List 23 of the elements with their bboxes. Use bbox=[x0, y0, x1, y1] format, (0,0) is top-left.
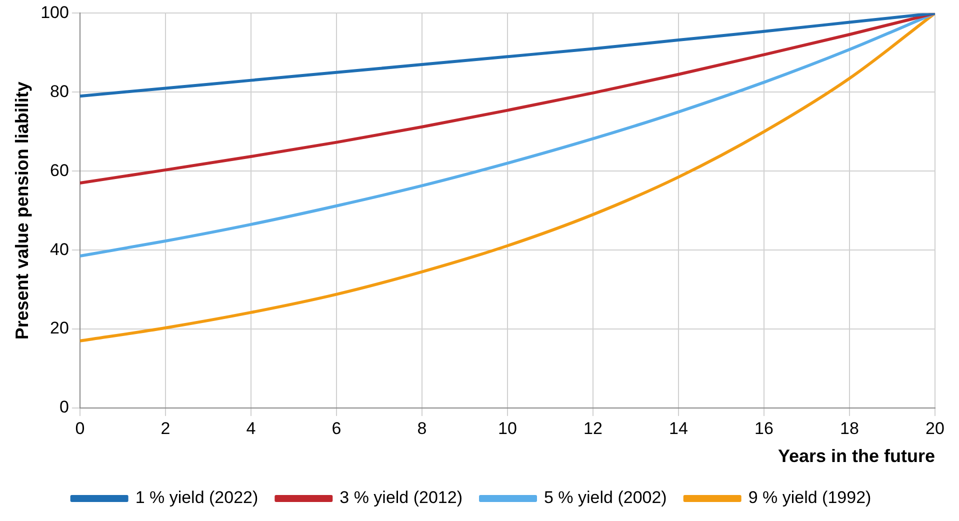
y-tick-label: 80 bbox=[50, 82, 69, 101]
legend-label: 1 % yield (2022) bbox=[135, 488, 258, 508]
x-axis-title: Years in the future bbox=[778, 446, 935, 466]
x-tick-label: 18 bbox=[840, 418, 859, 438]
x-tick-label: 6 bbox=[332, 418, 342, 438]
y-tick-label: 0 bbox=[59, 398, 69, 417]
x-tick-label: 4 bbox=[246, 418, 256, 438]
x-tick-label: 2 bbox=[160, 418, 170, 438]
x-tick-label: 14 bbox=[669, 418, 688, 438]
x-tick-label: 16 bbox=[754, 418, 774, 438]
y-tick-label: 20 bbox=[50, 318, 69, 338]
y-tick-label: 40 bbox=[50, 240, 69, 259]
y-tick-label: 100 bbox=[40, 2, 69, 22]
x-tick-label: 20 bbox=[926, 418, 944, 438]
x-tick-label: 12 bbox=[584, 418, 602, 438]
x-tick-label: 10 bbox=[498, 418, 517, 438]
x-tick-label: 0 bbox=[75, 418, 85, 438]
legend-label: 9 % yield (1992) bbox=[748, 488, 872, 508]
y-tick-label: 60 bbox=[50, 160, 69, 180]
legend-label: 3 % yield (2012) bbox=[340, 488, 462, 508]
x-tick-label: 8 bbox=[417, 418, 427, 438]
y-axis-title: Present value pension liability bbox=[12, 82, 32, 340]
legend-label: 5 % yield (2002) bbox=[544, 488, 667, 508]
